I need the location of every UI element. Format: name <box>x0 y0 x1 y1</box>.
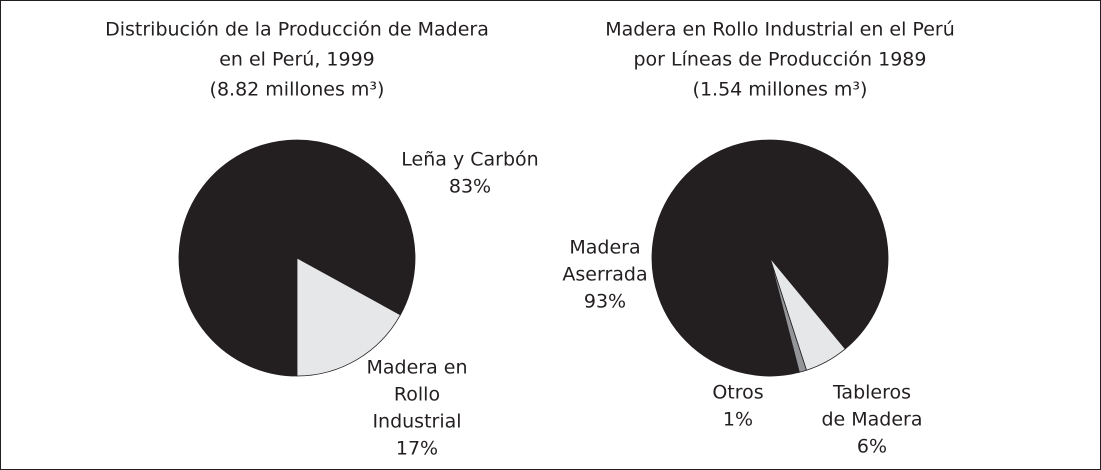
slice-label: de Madera <box>821 409 922 431</box>
chart-title: Madera en Rollo Industrial en el Perú <box>605 19 955 41</box>
slice-label: Tableros <box>832 382 911 404</box>
slice-label: Industrial <box>372 411 461 433</box>
chart-title: Distribución de la Producción de Madera <box>105 19 489 41</box>
slice-value-label: 83% <box>449 176 491 198</box>
chart-subtitle: (8.82 millones m³) <box>210 79 385 101</box>
chart-subtitle: (1.54 millones m³) <box>693 79 868 101</box>
slice-label: Leña y Carbón <box>401 149 538 171</box>
slice-value-label: 1% <box>723 409 753 431</box>
slice-value-label: 93% <box>584 291 626 313</box>
slice-label: Aserrada <box>562 264 647 286</box>
slice-label: Madera en <box>366 357 467 379</box>
slice-label: Otros <box>712 382 763 404</box>
slice-label: Madera <box>569 237 640 259</box>
slice-value-label: 6% <box>857 436 887 458</box>
slice-label: Rollo <box>394 384 440 406</box>
slice-value-label: 17% <box>396 438 438 460</box>
chart-title: en el Perú, 1999 <box>219 49 375 71</box>
chart-title: por Líneas de Producción 1989 <box>634 49 927 71</box>
pie-slice <box>769 257 807 373</box>
pie-slice <box>296 257 401 377</box>
